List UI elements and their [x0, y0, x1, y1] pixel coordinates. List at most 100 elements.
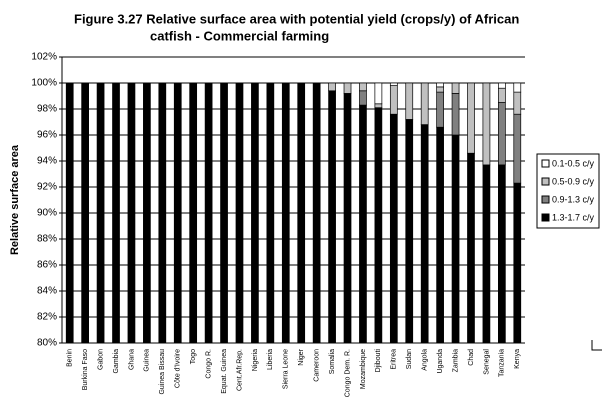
bar-segment	[436, 126, 444, 344]
bar-segment	[96, 82, 105, 344]
bar-segment	[189, 82, 198, 344]
bar-segment	[143, 82, 151, 344]
bar-segment	[482, 82, 491, 166]
y-axis-label: Relative surface area	[9, 144, 21, 255]
x-tick-label: Zambia	[452, 349, 459, 372]
bar-segment	[451, 134, 460, 344]
legend-swatch	[541, 213, 550, 222]
x-tick-label: Uganda	[437, 349, 444, 374]
decoration	[591, 340, 602, 351]
bar-segment	[389, 85, 398, 115]
bar-segment	[389, 113, 398, 344]
bar-segment	[436, 82, 444, 88]
bar-segment	[513, 113, 522, 184]
bar-segment	[359, 104, 367, 344]
bar-segment	[498, 164, 506, 344]
bar-segment	[405, 119, 414, 344]
x-tick-label: Gabon	[97, 349, 104, 370]
chart-title: catfish - Commercial farming	[150, 28, 329, 43]
legend-swatch	[541, 177, 550, 186]
x-tick-label: Cameroon	[313, 349, 320, 382]
bar-segment	[343, 82, 352, 94]
bar-segment	[343, 93, 352, 344]
bar-segment	[328, 90, 336, 344]
bar-segment	[389, 82, 398, 86]
plot-area	[62, 57, 525, 343]
bar-segment	[374, 103, 383, 109]
bar-segment	[328, 82, 336, 92]
bar-segment	[420, 82, 429, 125]
bar-segment	[436, 91, 444, 128]
y-tick-label: 80%	[37, 338, 57, 349]
bar-segment	[498, 82, 506, 89]
x-tick-label: Djibouti	[375, 349, 382, 373]
x-tick-label: Côte d'Ivoire	[175, 349, 182, 388]
y-tick-label: 92%	[37, 182, 57, 193]
x-tick-label: Burkina Faso	[82, 349, 89, 390]
x-tick-label: Senegal	[483, 349, 490, 375]
bar-segment	[281, 82, 290, 344]
x-tick-label: Kenya	[514, 349, 521, 369]
bar-segment	[112, 82, 120, 344]
x-tick-label: Guinea Bissau	[159, 349, 166, 395]
legend-swatch	[541, 195, 550, 204]
bar-segment	[436, 86, 444, 93]
x-tick-label: Nigeria	[252, 349, 259, 371]
bar-segment	[297, 82, 306, 344]
x-tick-label: Guinea	[144, 349, 151, 372]
bar-segment	[204, 82, 213, 344]
bar-segment	[65, 82, 74, 344]
x-tick-label: Equat. Guinea	[221, 349, 228, 394]
y-tick-label: 86%	[37, 260, 57, 271]
legend-label: 1.3-1.7 c/y	[552, 212, 595, 222]
bar-segment	[374, 107, 383, 344]
y-tick-label: 100%	[31, 78, 57, 89]
bar-segment	[359, 82, 367, 92]
y-tick-label: 90%	[37, 208, 57, 219]
legend-swatch	[541, 159, 550, 168]
x-tick-label: Tanzania	[499, 349, 506, 377]
bar-segment	[251, 82, 259, 344]
y-tick-label: 102%	[31, 52, 57, 63]
y-tick-label: 88%	[37, 234, 57, 245]
x-tick-label: Sierra Leone	[283, 349, 290, 389]
bar-segment	[498, 102, 506, 166]
x-tick-label: Congo Dem. R.	[344, 349, 351, 397]
bar-segment	[127, 82, 136, 344]
bar-segment	[173, 82, 182, 344]
bar-segment	[312, 82, 321, 344]
x-tick-label: Togo	[190, 349, 197, 364]
y-tick-label: 84%	[37, 286, 57, 297]
bar-segment	[359, 90, 367, 106]
bar-segment	[513, 182, 522, 344]
y-tick-label: 94%	[37, 156, 57, 167]
x-tick-label: Congo R.	[205, 349, 212, 379]
x-tick-label: Ghana	[128, 349, 135, 370]
legend-label: 0.9-1.3 c/y	[552, 194, 595, 204]
bar-segment	[467, 82, 475, 154]
bar-segment	[266, 82, 275, 344]
bar-segment	[405, 82, 414, 120]
bar-segment	[220, 82, 228, 344]
chart-title: Figure 3.27 Relative surface area with p…	[74, 11, 519, 26]
legend-label: 0.1-0.5 c/y	[552, 158, 595, 168]
bar-segment	[158, 82, 167, 344]
x-tick-label: Gambia	[113, 349, 120, 374]
bar-segment	[451, 82, 460, 94]
x-tick-label: Sudan	[406, 349, 413, 369]
x-tick-label: Liberia	[267, 349, 274, 370]
x-tick-label: Somalia	[329, 349, 336, 374]
y-tick-label: 82%	[37, 312, 57, 323]
bar-segment	[513, 91, 522, 115]
x-tick-label: Niger	[298, 348, 305, 365]
bar-segment	[420, 124, 429, 344]
x-tick-label: Benin	[67, 349, 74, 367]
legend-label: 0.5-0.9 c/y	[552, 176, 595, 186]
x-tick-label: Cent.Afr.Rep.	[236, 349, 243, 391]
bar-segment	[513, 82, 522, 93]
bar-segment	[235, 82, 244, 344]
bar-segment	[81, 82, 90, 344]
y-tick-label: 98%	[37, 104, 57, 115]
